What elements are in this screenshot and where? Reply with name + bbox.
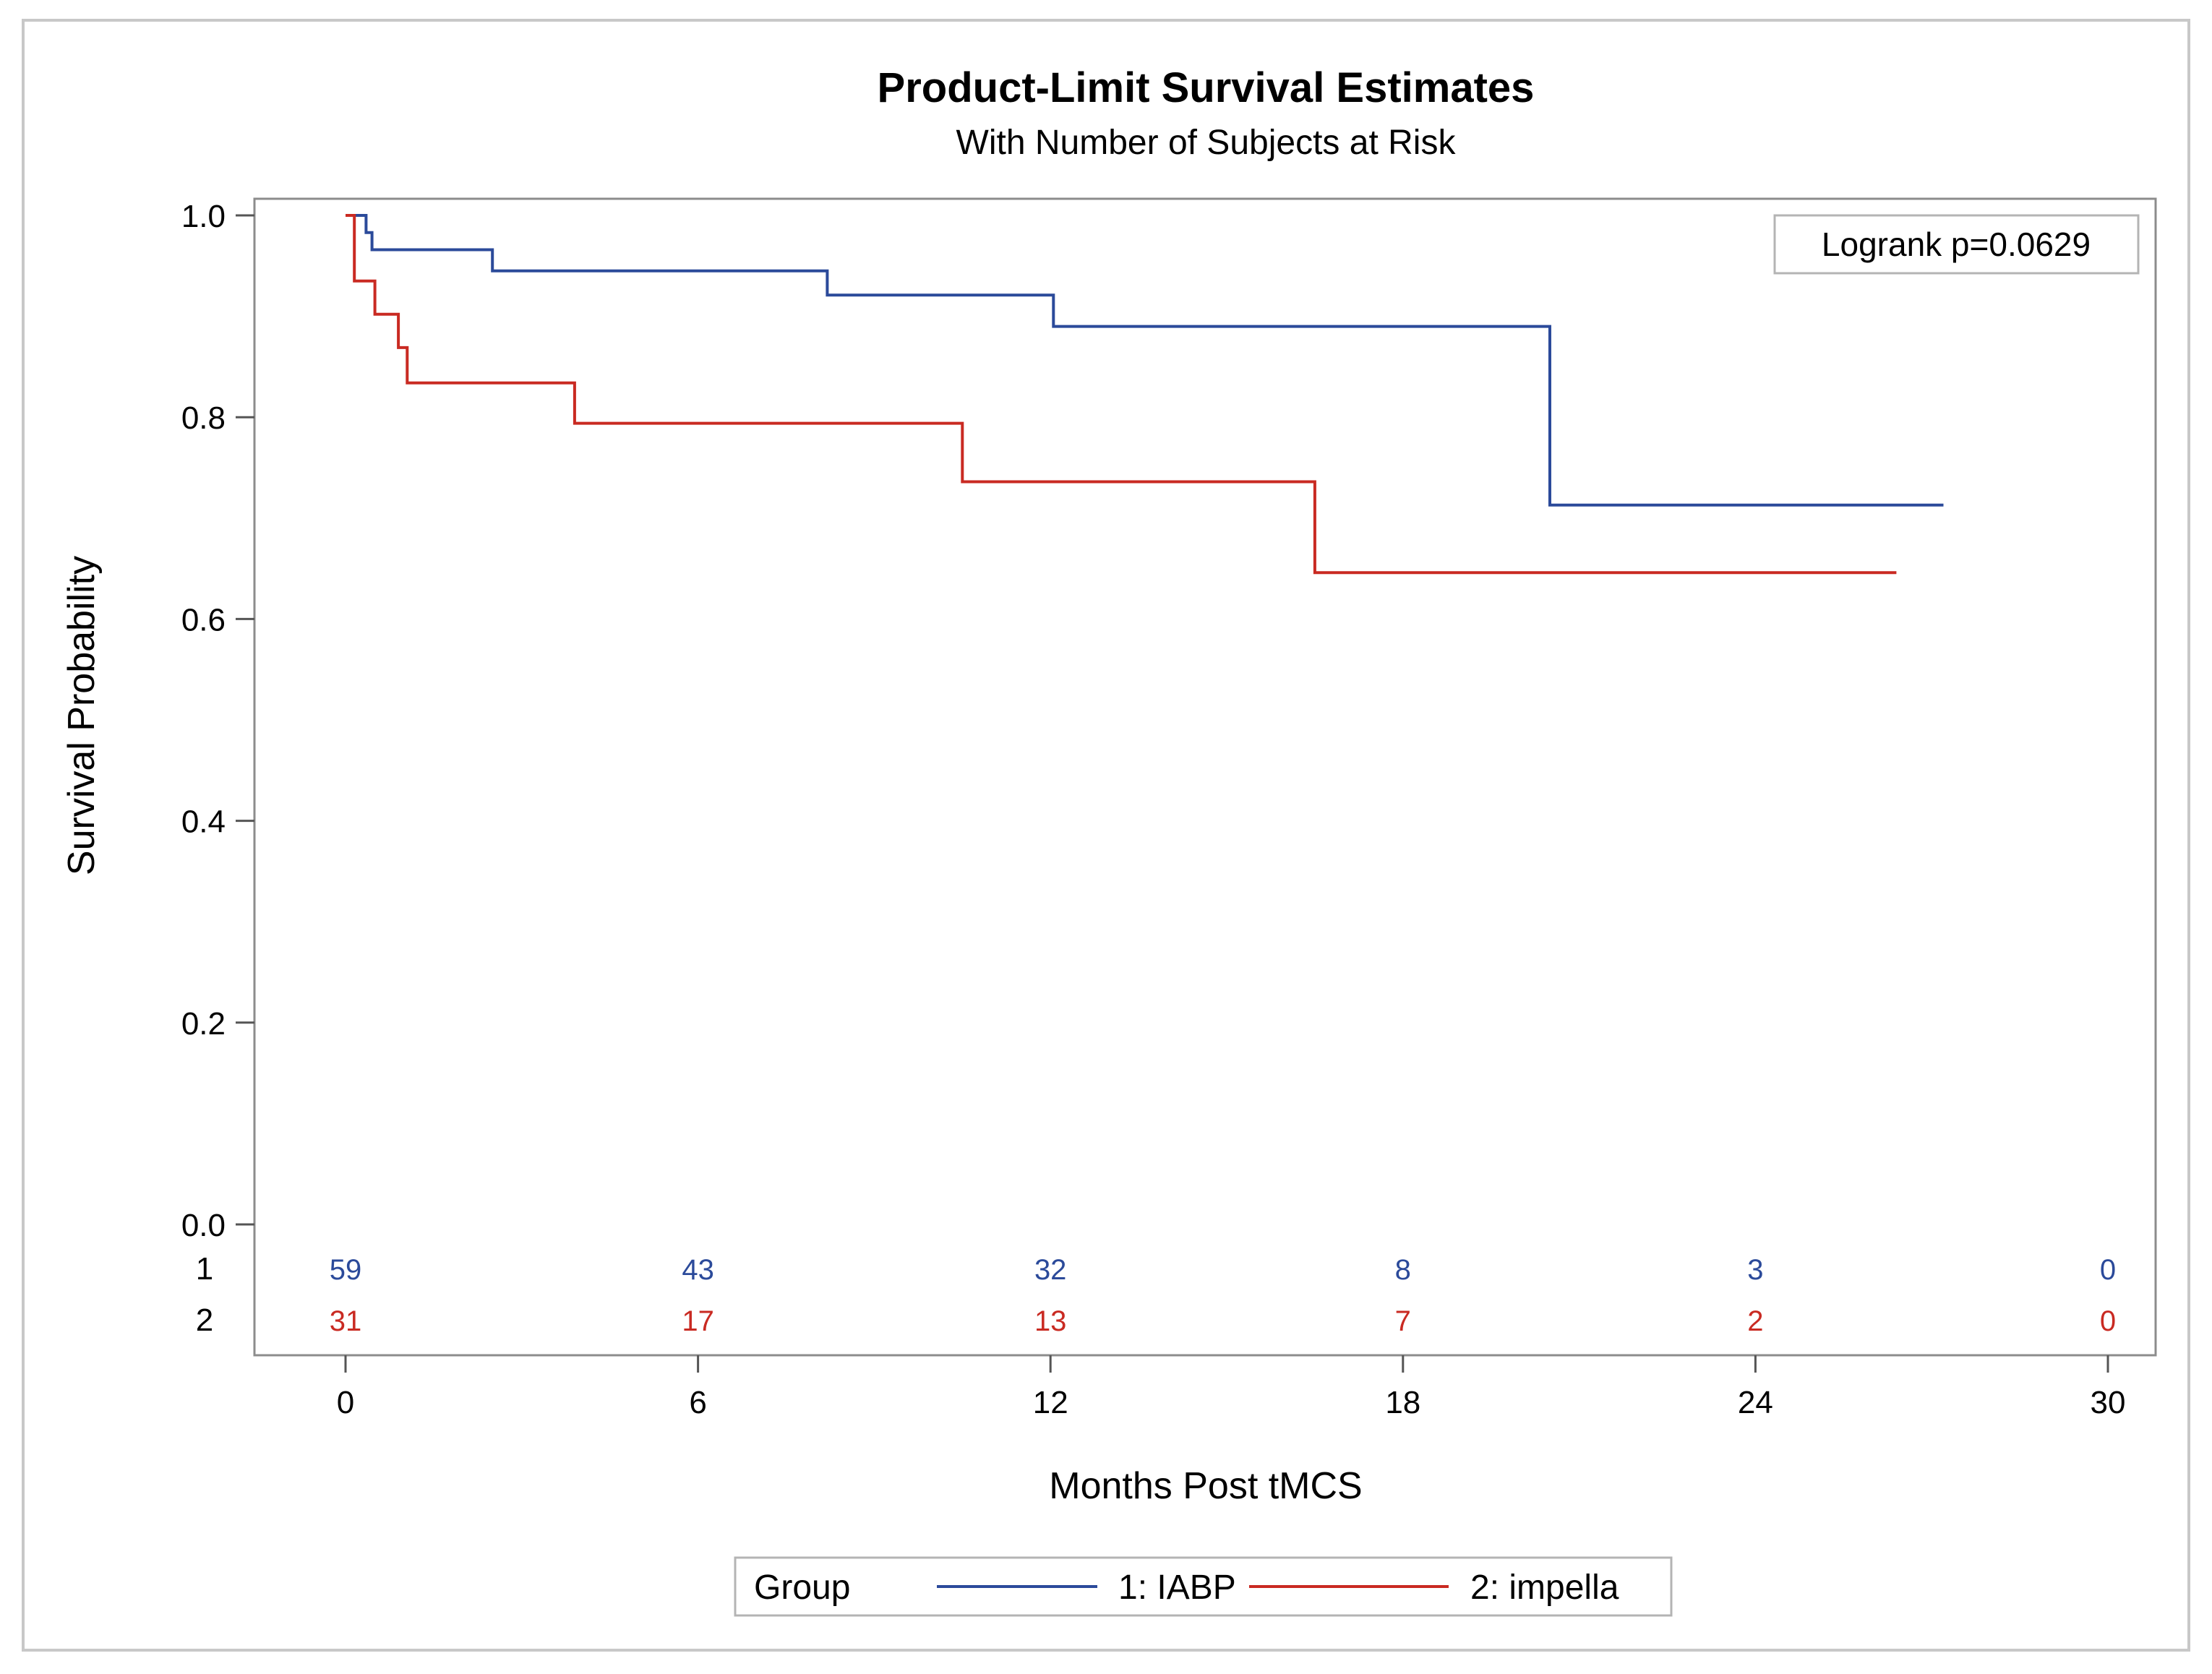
survival-curve-iabp — [346, 214, 1944, 507]
x-tick-label: 24 — [1738, 1385, 1773, 1420]
logrank-box — [1773, 214, 2140, 275]
at-risk-count: 0 — [2100, 1305, 2116, 1337]
y-tick-label: 0.4 — [181, 804, 226, 840]
chart-title: Product-Limit Survival Estimates — [878, 64, 1535, 111]
at-risk-count: 17 — [682, 1305, 714, 1337]
chart-subtitle: With Number of Subjects at Risk — [956, 124, 1457, 162]
at-risk-count: 32 — [1034, 1254, 1067, 1286]
y-tick-label: 0.6 — [181, 602, 226, 638]
y-axis-label: Survival Probability — [61, 556, 103, 875]
at-risk-row-label: 1 — [196, 1251, 213, 1287]
x-axis: 0 6 12 18 24 30 — [337, 1355, 2126, 1420]
at-risk-table: 1 59 43 32 8 3 0 2 31 17 13 7 2 0 — [196, 1251, 2116, 1338]
plot-area — [253, 197, 2157, 1357]
y-tick-label: 0.2 — [181, 1006, 226, 1042]
at-risk-count: 31 — [330, 1305, 362, 1337]
x-tick-label: 18 — [1385, 1385, 1420, 1420]
y-tick-label: 0.0 — [181, 1208, 226, 1243]
outer-frame — [22, 19, 2190, 1652]
legend: Group 1: IABP 2: impella — [734, 1556, 1673, 1617]
at-risk-count: 7 — [1395, 1305, 1411, 1337]
at-risk-count: 13 — [1034, 1305, 1067, 1337]
x-tick-label: 12 — [1033, 1385, 1068, 1420]
at-risk-count: 59 — [330, 1254, 362, 1286]
x-tick-label: 30 — [2091, 1385, 2126, 1420]
at-risk-count: 3 — [1747, 1254, 1763, 1286]
at-risk-count: 0 — [2100, 1254, 2116, 1286]
legend-title: Group — [754, 1568, 850, 1607]
x-tick-label: 6 — [689, 1385, 706, 1420]
survival-curves — [346, 214, 1944, 575]
x-axis-label: Months Post tMCS — [1049, 1465, 1362, 1507]
legend-label-impella: 2: impella — [1470, 1568, 1619, 1607]
at-risk-count: 8 — [1395, 1254, 1411, 1286]
legend-box — [734, 1556, 1673, 1617]
y-tick-label: 0.8 — [181, 400, 226, 436]
x-tick-label: 0 — [337, 1385, 354, 1420]
logrank-text: Logrank p=0.0629 — [1822, 226, 2091, 263]
y-axis: 0.0 0.2 0.4 0.6 0.8 1.0 — [181, 199, 254, 1243]
at-risk-count: 43 — [682, 1254, 714, 1286]
logrank-annotation: Logrank p=0.0629 — [1773, 214, 2140, 275]
legend-label-iabp: 1: IABP — [1118, 1568, 1236, 1607]
y-tick-label: 1.0 — [181, 199, 226, 234]
at-risk-count: 2 — [1747, 1305, 1763, 1337]
at-risk-row-label: 2 — [196, 1302, 213, 1338]
survival-curve-impella — [346, 214, 1897, 575]
